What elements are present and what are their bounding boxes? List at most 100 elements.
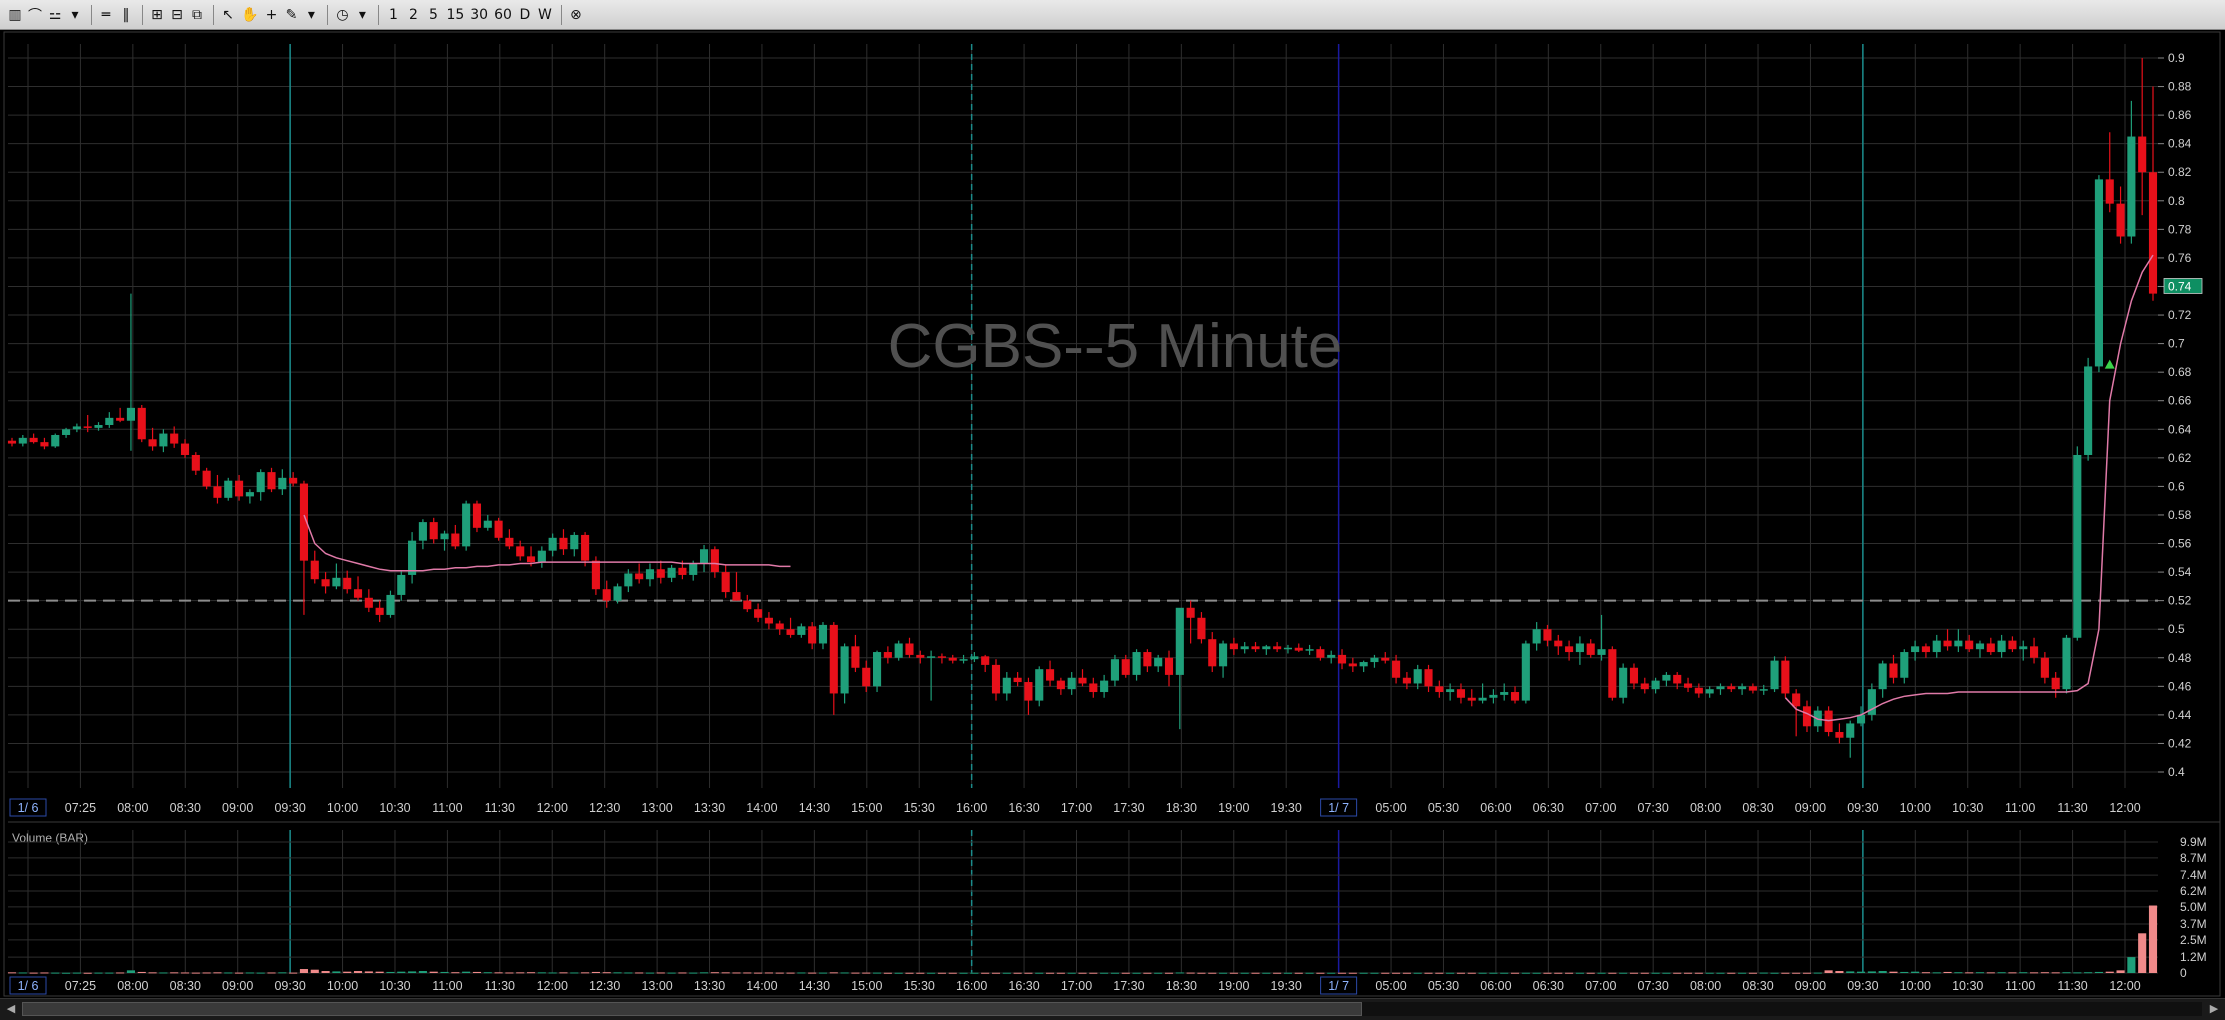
cursor-icon[interactable]: ↖ [222,6,234,23]
candle-style-icon[interactable]: ⚍ [48,6,62,23]
crosshair-icon[interactable]: + [265,6,278,23]
price-tick-label: 0.9 [2168,51,2185,65]
volume-bar [851,972,860,974]
candle-body [1467,697,1476,701]
line-style-icon[interactable]: ⌒ [28,7,42,24]
time-tick-label: 08:30 [170,801,201,815]
volume-bar [645,972,655,974]
volume-bar [1921,972,1930,974]
time-tick-label: 16:30 [1008,979,1039,993]
volume-bar [1824,970,1833,973]
volume-bar [1392,972,1401,974]
clock-icon[interactable]: ◷ [336,6,349,23]
volume-bar [1435,972,1444,974]
horizontal-scrollbar[interactable]: ◀ ▶ [0,998,2225,1020]
dropdown-icon[interactable]: ▾ [71,6,79,23]
candle-body [1997,640,2006,653]
volume-bar [624,972,633,974]
vline-icon[interactable]: ‖ [122,6,130,23]
scroll-left-icon[interactable]: ◀ [6,1002,16,1015]
candle-body [1035,669,1044,701]
volume-bar [656,972,665,974]
price-tick-label: 0.44 [2168,708,2192,722]
volume-bar [699,972,709,974]
volume-bar [1965,972,1974,974]
time-tick-label: 14:00 [746,801,777,815]
scroll-right-icon[interactable]: ▶ [2209,1002,2219,1015]
candle-body [1381,657,1390,661]
period-button-w[interactable]: W [538,6,552,23]
candle-body [721,572,730,593]
volume-bar [278,972,287,974]
volume-bar [137,971,146,973]
volume-bar [786,972,795,974]
zoom-out-icon[interactable]: ⧉ [192,6,202,23]
candle-body [1067,677,1076,690]
volume-bar [321,971,330,973]
candle-body [2073,454,2082,638]
candle-body [1359,662,1368,667]
volume-bar [1348,972,1357,974]
volume-bar [1911,971,1920,973]
time-tick-label: 07:00 [1585,801,1616,815]
volume-bar [948,972,957,974]
candle-body [591,560,600,590]
period-button-d[interactable]: D [519,6,531,23]
volume-bar [29,972,38,974]
volume-bar [375,971,384,973]
candle-body [235,480,244,497]
time-tick-label: 05:30 [1428,801,1459,815]
signal-triangle-icon [2104,359,2115,369]
candle-body [1024,682,1033,701]
volume-bar [2116,970,2125,973]
candle-body [1759,689,1768,691]
volume-bar [2138,933,2147,973]
volume-bar [353,971,363,973]
candle-body [775,623,784,630]
volume-pane-title: Volume (BAR) [12,831,88,845]
candlestick-chart[interactable]: CGBS--5 Minute0.90.880.860.840.820.80.78… [0,30,2225,998]
candle-body [2105,179,2114,204]
volume-bar [408,971,417,973]
time-tick-label: 10:00 [327,801,358,815]
period-button-30[interactable]: 30 [470,6,489,23]
time-tick-label: 07:00 [1585,979,1616,993]
clock-dropdown-icon[interactable]: ▾ [358,6,366,23]
volume-bar [72,972,81,974]
draw-dropdown-icon[interactable]: ▾ [307,6,315,23]
price-axis: 0.9 0.88 0.86 0.84 0.82 0.8 0.78 0.76 0.74 0.72 0.… [2158,51,2192,779]
candle-body [397,574,406,595]
period-button-2[interactable]: 2 [408,6,418,23]
hline-icon[interactable]: ═ [101,6,111,23]
period-button-15[interactable]: 15 [446,6,465,23]
time-tick-label: 11:00 [2005,801,2035,815]
volume-bar [808,972,817,974]
volume-bar [1240,972,1249,974]
candle-body [1673,674,1682,684]
hand-icon[interactable]: ✋ [241,6,259,23]
vwap-line [303,514,791,572]
candle-body [2116,203,2125,237]
candle-body [18,437,27,444]
zoom-fit-icon[interactable]: ⊞ [151,6,163,23]
candle-body [1478,697,1487,701]
volume-tick-label: 8.7M [2180,851,2207,865]
volume-bar [1402,972,1411,974]
draw-icon[interactable]: ✎ [285,6,298,23]
candle-body [840,646,849,694]
period-button-60[interactable]: 60 [494,6,512,23]
period-button-5[interactable]: 5 [428,6,438,23]
close-chart-icon[interactable]: ⊗ [570,6,582,23]
candle-body [278,477,287,490]
period-button-1[interactable]: 1 [388,6,398,23]
volume-tick-label: 9.9M [2180,835,2207,849]
scroll-thumb[interactable] [22,1002,1362,1016]
volume-bar [386,971,395,973]
zoom-in-icon[interactable]: ⊟ [171,6,183,23]
time-tick-label: 09:00 [1795,979,1826,993]
volume-bar [2019,972,2028,974]
time-tick-label: 12:00 [2109,801,2140,815]
price-tick-label: 0.66 [2168,394,2192,408]
candle-body [1294,647,1303,651]
bar-style-icon[interactable]: ▥ [8,6,22,23]
